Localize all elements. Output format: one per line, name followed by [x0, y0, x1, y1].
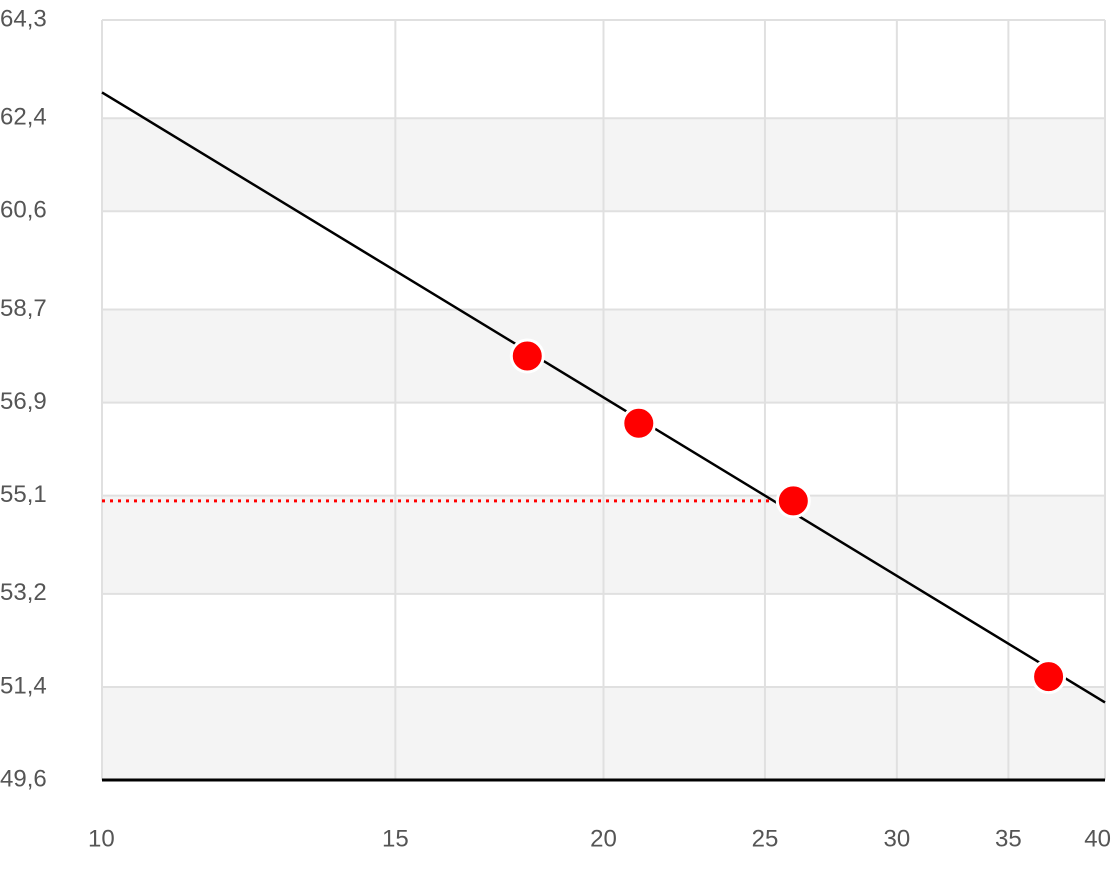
data-point — [621, 405, 657, 441]
x-tick-label: 20 — [590, 825, 617, 852]
x-tick-label: 40 — [1084, 825, 1111, 852]
y-tick-label: 62,4 — [0, 104, 47, 131]
y-tick-label: 55,1 — [0, 481, 47, 508]
x-tick-label: 30 — [884, 825, 911, 852]
data-point — [509, 338, 545, 374]
y-tick-label: 49,6 — [0, 765, 47, 792]
data-point — [1031, 659, 1067, 695]
y-tick-label: 51,4 — [0, 672, 47, 699]
x-tick-label: 35 — [995, 825, 1022, 852]
y-tick-label: 58,7 — [0, 295, 47, 322]
trend-line — [101, 91, 1106, 704]
y-tick-label: 64,3 — [0, 5, 47, 32]
x-tick-label: 15 — [382, 825, 409, 852]
x-tick-label: 25 — [752, 825, 779, 852]
data-point — [775, 483, 811, 519]
y-tick-label: 53,2 — [0, 579, 47, 606]
y-tick-label: 56,9 — [0, 388, 47, 415]
y-tick-label: 60,6 — [0, 197, 47, 224]
x-tick-label: 10 — [88, 825, 115, 852]
